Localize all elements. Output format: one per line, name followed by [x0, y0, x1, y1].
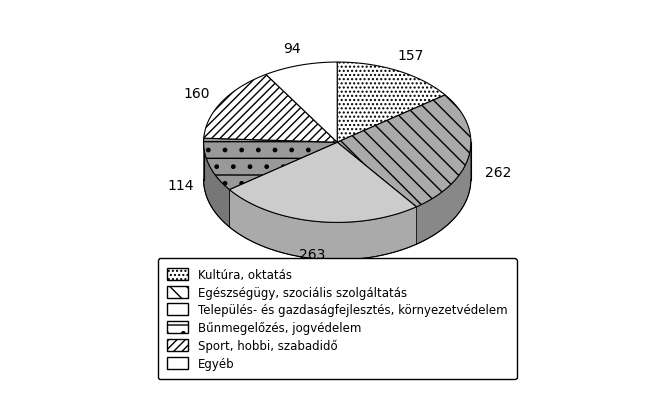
Polygon shape: [338, 96, 471, 207]
Text: 114: 114: [168, 179, 194, 193]
Polygon shape: [230, 190, 417, 260]
Polygon shape: [204, 75, 338, 143]
Text: 263: 263: [299, 247, 326, 261]
Polygon shape: [203, 140, 230, 228]
Polygon shape: [266, 63, 338, 143]
Polygon shape: [338, 63, 445, 143]
Text: 262: 262: [485, 166, 511, 180]
Polygon shape: [230, 143, 417, 223]
Text: 157: 157: [398, 49, 424, 63]
Text: 160: 160: [184, 87, 210, 100]
Text: 94: 94: [283, 42, 301, 56]
Polygon shape: [203, 139, 338, 190]
Legend: Kultúra, oktatás, Egészségügy, szociális szolgáltatás, Település- és gazdaságfej: Kultúra, oktatás, Egészségügy, szociális…: [158, 259, 517, 380]
Polygon shape: [417, 140, 471, 244]
